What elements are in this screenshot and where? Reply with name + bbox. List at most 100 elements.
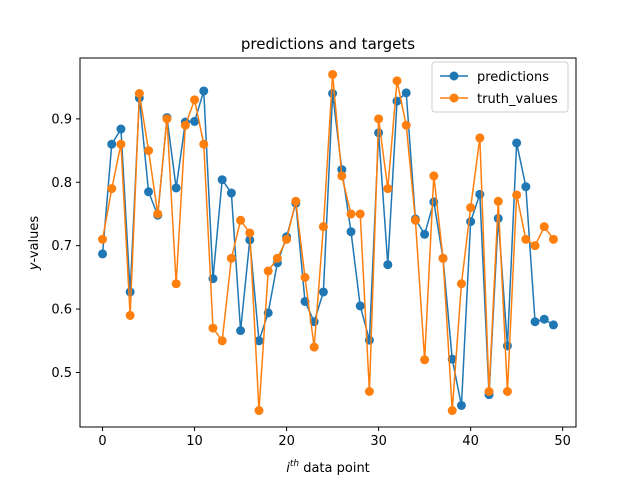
data-point-predictions	[346, 227, 356, 237]
y-tick-label: 0.9	[51, 112, 72, 127]
data-point-truth-values	[263, 266, 273, 276]
x-tick-label: 30	[370, 434, 387, 449]
data-point-predictions	[548, 320, 558, 330]
series-line-predictions	[101, 90, 554, 407]
axes-background	[80, 58, 576, 427]
series-layer	[98, 69, 558, 416]
data-point-predictions	[502, 341, 512, 351]
series-line-truth-values	[101, 73, 555, 412]
data-point-truth-values	[337, 171, 347, 181]
data-point-truth-values	[548, 234, 558, 244]
x-axis-label-rest: data point	[299, 461, 370, 476]
data-point-predictions	[190, 116, 200, 126]
data-point-predictions	[217, 175, 227, 185]
data-point-truth-values	[199, 139, 209, 149]
x-tick-label: 50	[554, 434, 571, 449]
data-point-truth-values	[116, 139, 126, 149]
data-point-truth-values	[208, 323, 218, 333]
y-axis-ticks: 0.5 0.6 0.7 0.8 0.9	[51, 112, 80, 381]
data-point-predictions	[328, 89, 338, 99]
data-point-predictions	[236, 326, 246, 336]
data-point-predictions	[254, 336, 264, 346]
data-point-truth-values	[245, 228, 255, 238]
data-point-predictions	[475, 189, 485, 199]
data-point-truth-values	[484, 386, 494, 396]
legend: predictions truth_values	[431, 61, 569, 113]
data-point-truth-values	[456, 279, 466, 289]
data-point-truth-values	[502, 386, 512, 396]
data-point-predictions	[539, 314, 549, 324]
data-point-truth-values	[236, 215, 246, 225]
data-point-truth-values	[328, 69, 338, 79]
data-point-predictions	[420, 229, 430, 239]
data-point-truth-values	[392, 76, 402, 86]
data-point-truth-values	[383, 184, 393, 194]
data-point-predictions	[355, 301, 365, 311]
data-point-truth-values	[254, 406, 264, 416]
y-axis-label-italic: y	[27, 262, 42, 271]
data-point-predictions	[318, 287, 328, 297]
data-point-predictions	[171, 183, 181, 193]
data-point-truth-values	[512, 190, 522, 200]
data-point-predictions	[144, 187, 154, 197]
data-point-truth-values	[355, 209, 365, 219]
data-point-predictions	[456, 400, 466, 410]
data-point-truth-values	[217, 336, 227, 346]
y-tick-label: 0.7	[51, 239, 72, 254]
x-tick-label: 40	[462, 434, 479, 449]
data-point-predictions	[530, 317, 540, 327]
data-point-predictions	[466, 217, 476, 227]
data-point-truth-values	[438, 253, 448, 263]
data-point-truth-values	[401, 120, 411, 130]
data-point-truth-values	[420, 355, 430, 365]
data-point-truth-values	[180, 120, 190, 130]
y-tick-label: 0.6	[51, 303, 72, 318]
data-point-predictions	[107, 139, 117, 149]
data-point-truth-values	[309, 342, 319, 352]
plot-area	[79, 57, 577, 428]
y-tick-label: 0.5	[51, 366, 72, 381]
legend-label-truth-values: truth_values	[477, 92, 558, 107]
data-point-predictions	[521, 182, 531, 192]
legend-box	[431, 61, 569, 113]
y-axis-label: y-values	[27, 216, 42, 272]
y-axis-label-rest: -values	[27, 216, 42, 263]
x-tick-label: 20	[278, 434, 295, 449]
x-tick-label: 10	[186, 434, 203, 449]
data-point-truth-values	[530, 241, 540, 251]
data-point-truth-values	[364, 386, 374, 396]
x-tick-label: 0	[98, 434, 106, 449]
x-axis-label: ith data point	[286, 459, 370, 476]
data-point-predictions	[199, 86, 209, 96]
data-point-truth-values	[291, 196, 301, 206]
data-point-predictions	[383, 260, 393, 270]
data-point-truth-values	[107, 184, 117, 194]
data-point-truth-values	[226, 253, 236, 263]
data-point-truth-values	[447, 406, 457, 416]
series-truth-values	[98, 69, 558, 416]
x-axis-ticks: 0 10 20 30 40 50	[98, 427, 571, 449]
data-point-truth-values	[282, 234, 292, 244]
data-point-truth-values	[475, 133, 485, 143]
legend-marker-predictions	[449, 71, 459, 81]
data-point-truth-values	[300, 272, 310, 282]
data-point-predictions	[98, 249, 108, 259]
data-point-truth-values	[162, 114, 172, 124]
data-point-truth-values	[144, 146, 154, 156]
data-point-predictions	[125, 287, 135, 297]
data-point-truth-values	[410, 215, 420, 225]
chart-title: predictions and targets	[241, 35, 415, 53]
data-point-truth-values	[521, 234, 531, 244]
data-point-truth-values	[346, 209, 356, 219]
y-tick-label: 0.8	[51, 176, 72, 191]
data-point-truth-values	[318, 222, 328, 232]
legend-marker-truth-values	[449, 93, 459, 103]
data-point-predictions	[493, 213, 503, 223]
data-point-truth-values	[171, 279, 181, 289]
data-point-truth-values	[125, 310, 135, 320]
data-point-predictions	[226, 188, 236, 198]
legend-label-predictions: predictions	[477, 70, 549, 85]
data-point-truth-values	[374, 114, 384, 124]
axes-frame	[79, 57, 577, 428]
